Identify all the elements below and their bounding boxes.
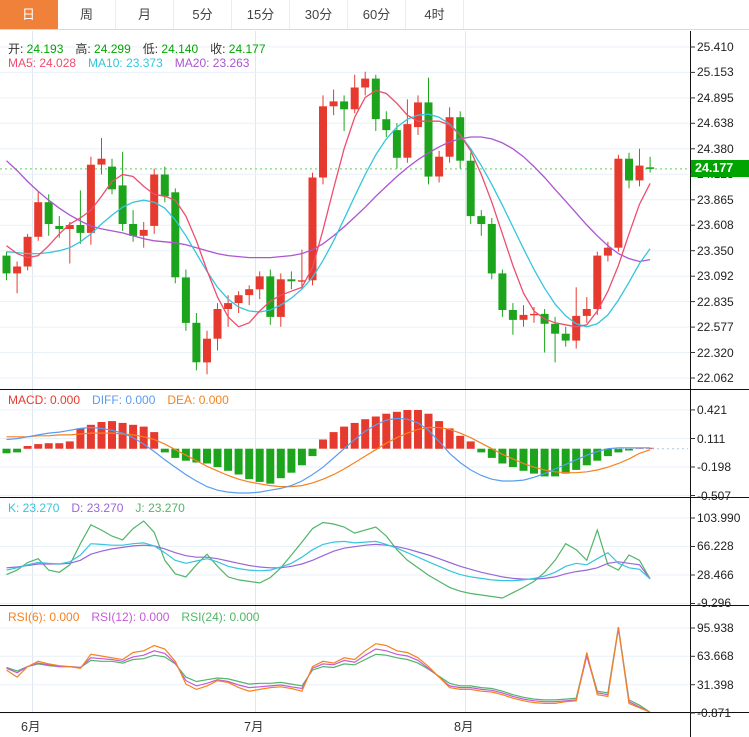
timeframe-tabbar: 日周月 5分 15分 30分 60分 4时 xyxy=(0,0,749,30)
rsi-legend: RSI(6): 0.000 RSI(12): 0.000 RSI(24): 0.00… xyxy=(8,610,271,624)
legend-item: MA5: 24.028 xyxy=(8,56,77,70)
x-axis-label: 6月 xyxy=(21,720,41,734)
axis-label: 95.938 xyxy=(697,621,734,635)
legend-item: K: 23.270 xyxy=(8,501,60,515)
legend-item: D: 23.270 xyxy=(71,501,124,515)
axis-label: 66.228 xyxy=(697,539,734,554)
axis-label: 0.111 xyxy=(697,431,726,446)
legend-item: J: 23.270 xyxy=(135,501,185,515)
legend-item: MA10: 23.373 xyxy=(88,56,163,70)
legend-item: 高: 24.299 xyxy=(75,42,131,56)
axis-label: 0.421 xyxy=(697,402,728,417)
legend-item: MACD: 0.000 xyxy=(8,393,81,407)
tab-4hour[interactable]: 4时 xyxy=(406,0,464,29)
x-axis-label: 8月 xyxy=(454,720,474,734)
tab-5min[interactable]: 5分 xyxy=(174,0,232,29)
legend-item: RSI(6): 0.000 xyxy=(8,610,80,624)
axis-label: 25.410 xyxy=(697,40,734,54)
kdj-legend: K: 23.270 D: 23.270 J: 23.270 xyxy=(8,501,197,515)
legend-item: 低: 24.140 xyxy=(142,42,199,56)
axis-label: -0.507 xyxy=(697,488,732,503)
legend-item: RSI(24): 0.000 xyxy=(181,610,260,624)
axis-label: -0.871 xyxy=(697,705,732,720)
ohlc-legend: 开: 24.193 高: 24.299 低: 24.140 收: 24.177 xyxy=(8,40,278,57)
axis-label: 22.062 xyxy=(697,371,734,386)
tab-60min[interactable]: 60分 xyxy=(348,0,406,29)
macd-legend: MACD: 0.000 DIFF: 0.000 DEA: 0.000 xyxy=(8,393,241,407)
legend-item: DEA: 0.000 xyxy=(167,393,229,407)
axis-label: 24.380 xyxy=(697,141,734,156)
legend-item: MA20: 23.263 xyxy=(174,56,250,70)
axis-label: 22.320 xyxy=(697,345,734,360)
axis-label: 23.865 xyxy=(697,192,734,207)
axis-label: 23.350 xyxy=(697,243,734,258)
legend-item: 收: 24.177 xyxy=(210,42,266,56)
axis-label: 63.668 xyxy=(697,649,734,664)
ma-legend: MA5: 24.028 MA10: 23.373 MA20: 23.263 xyxy=(8,56,261,70)
axis-label: 25.153 xyxy=(697,65,734,80)
axis-label: 24.638 xyxy=(697,116,734,131)
tab-day[interactable]: 日 xyxy=(0,0,58,29)
legend-item: RSI(12): 0.000 xyxy=(91,610,170,624)
legend-item: 开: 24.193 xyxy=(8,42,64,56)
axis-label: 23.092 xyxy=(697,269,734,284)
axis-label: 23.608 xyxy=(697,218,734,233)
axis-label: 22.835 xyxy=(697,294,734,309)
axis-label: 28.466 xyxy=(697,567,734,582)
x-axis-label: 7月 xyxy=(244,720,264,734)
tab-15min[interactable]: 15分 xyxy=(232,0,290,29)
axis-label: 24.895 xyxy=(697,90,734,105)
legend-item: DIFF: 0.000 xyxy=(92,393,156,407)
tab-30min[interactable]: 30分 xyxy=(290,0,348,29)
tab-week[interactable]: 周 xyxy=(58,0,116,29)
tab-month[interactable]: 月 xyxy=(116,0,174,29)
axis-label: -0.198 xyxy=(697,460,732,474)
axis-label: 103.990 xyxy=(697,511,741,525)
axis-label: 22.577 xyxy=(697,320,734,335)
axis-label: -9.296 xyxy=(697,596,732,611)
axis-label: 31.398 xyxy=(697,677,734,692)
current-price-tag: 24.177 xyxy=(691,160,749,178)
